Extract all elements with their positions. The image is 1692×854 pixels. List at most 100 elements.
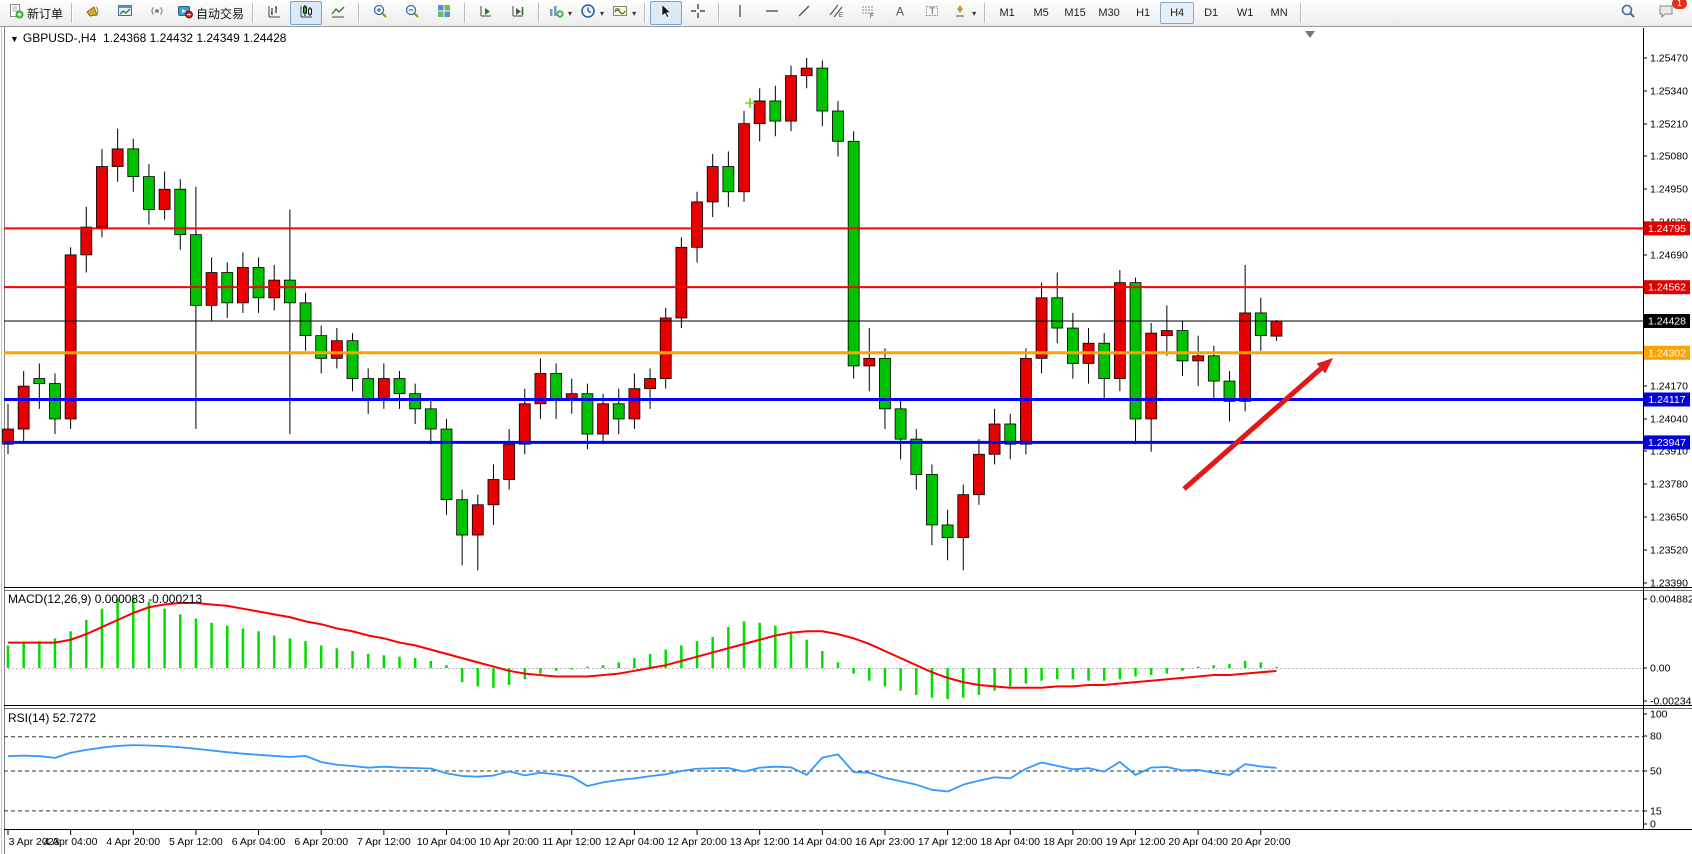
indicators-button[interactable]: ▾ bbox=[544, 1, 576, 25]
time-label: 11 Apr 12:00 bbox=[542, 836, 601, 848]
candle bbox=[1129, 282, 1142, 420]
timeframe-m30-button[interactable]: M30 bbox=[1098, 7, 1120, 19]
timeframe-w1-button[interactable]: W1 bbox=[1236, 7, 1254, 19]
time-label: 13 Apr 12:00 bbox=[730, 836, 790, 848]
timeframe-d1-button[interactable]: D1 bbox=[1204, 7, 1219, 19]
candle bbox=[847, 140, 860, 367]
autotrade-button[interactable]: 自动交易 bbox=[173, 1, 248, 25]
candle bbox=[127, 148, 140, 178]
candle bbox=[409, 393, 422, 410]
candle bbox=[988, 423, 1001, 455]
time-label: 16 Apr 23:00 bbox=[855, 836, 915, 848]
trend-arrow-shaft[interactable] bbox=[1182, 366, 1323, 491]
market-watch-button[interactable] bbox=[77, 1, 109, 25]
candle bbox=[753, 100, 766, 125]
chart-window-button[interactable] bbox=[109, 1, 141, 25]
trendline-tool-button[interactable] bbox=[788, 1, 820, 25]
separator bbox=[1300, 3, 1303, 23]
candle bbox=[910, 438, 923, 475]
tile-windows-button[interactable] bbox=[428, 1, 460, 25]
price-tick-label: 1.25210 bbox=[1650, 119, 1688, 131]
title-collapse-icon[interactable]: ▼ bbox=[10, 34, 19, 44]
chart-shift-button[interactable] bbox=[502, 1, 534, 25]
dropdown-caret: ▾ bbox=[568, 8, 573, 18]
candle bbox=[487, 479, 500, 506]
zoom-out-button[interactable] bbox=[396, 1, 428, 25]
zoom-in-button[interactable] bbox=[364, 1, 396, 25]
candle bbox=[440, 428, 453, 501]
timeframe-h1-button[interactable]: H1 bbox=[1136, 7, 1151, 19]
candle bbox=[706, 166, 719, 203]
price-tick-label: 1.25080 bbox=[1650, 151, 1688, 163]
search-button[interactable] bbox=[1612, 1, 1644, 25]
candle bbox=[1051, 297, 1064, 329]
price-tag-label: 1.23947 bbox=[1648, 437, 1686, 449]
channel-icon: E bbox=[828, 3, 844, 24]
autotrade-icon bbox=[177, 3, 193, 24]
candle-chart-type-button[interactable] bbox=[290, 1, 323, 25]
time-label: 4 Apr 04:00 bbox=[44, 836, 98, 848]
time-label: 17 Apr 12:00 bbox=[918, 836, 978, 848]
chart-window-icon bbox=[117, 3, 133, 24]
chat-bubble-icon bbox=[1658, 3, 1675, 24]
separator bbox=[71, 3, 74, 23]
timeframe-m1-button[interactable]: M1 bbox=[999, 7, 1015, 19]
fibonacci-tool-button[interactable]: F bbox=[852, 1, 884, 25]
candle bbox=[346, 340, 359, 379]
templates-button[interactable]: ▾ bbox=[608, 1, 640, 25]
candle bbox=[581, 393, 594, 435]
price-tick-label: 1.24690 bbox=[1650, 250, 1688, 262]
price-tag-label: 1.24117 bbox=[1648, 394, 1685, 406]
timeframe-mn-button[interactable]: MN bbox=[1270, 7, 1288, 19]
timeframe-m15-button[interactable]: M15 bbox=[1064, 7, 1086, 19]
clock-icon bbox=[580, 3, 596, 24]
candle bbox=[832, 110, 844, 142]
line-chart-icon bbox=[330, 3, 346, 24]
timeframe-h4-button[interactable]: H4 bbox=[1160, 2, 1195, 24]
candle bbox=[1035, 297, 1048, 359]
candle bbox=[1160, 330, 1173, 337]
rsi-tick-label: 100 bbox=[1650, 709, 1668, 721]
new-order-button[interactable]: 新订单 bbox=[4, 1, 67, 25]
zoom-out-icon bbox=[404, 3, 420, 24]
horizontal-line-tool-button[interactable] bbox=[756, 1, 788, 25]
signals-button[interactable] bbox=[141, 1, 173, 25]
text-tool-button[interactable]: A bbox=[884, 1, 916, 25]
candle bbox=[393, 378, 406, 395]
time-label: 6 Apr 20:00 bbox=[294, 836, 348, 848]
separator bbox=[644, 3, 647, 23]
auto-scroll-icon bbox=[478, 3, 494, 24]
price-tag-label: 1.24562 bbox=[1648, 282, 1686, 294]
price-tag bbox=[1644, 435, 1690, 450]
text-label-tool-button[interactable]: T bbox=[916, 1, 948, 25]
macd-indicator-label: MACD(12,26,9) 0.000083 -0.000213 bbox=[8, 592, 202, 606]
price-tick-label: 1.25340 bbox=[1650, 86, 1688, 98]
equidistant-channel-tool-button[interactable]: E bbox=[820, 1, 852, 25]
dropdown-caret: ▾ bbox=[600, 8, 605, 18]
candle bbox=[377, 378, 390, 400]
periods-button[interactable]: ▾ bbox=[576, 1, 608, 25]
time-label: 7 Apr 12:00 bbox=[357, 836, 411, 848]
horizontal-line-icon bbox=[764, 3, 780, 24]
candle bbox=[534, 373, 547, 405]
trend-arrow-head[interactable] bbox=[1316, 358, 1333, 374]
notifications-button[interactable]: 1 bbox=[1650, 0, 1687, 25]
cursor-tool-button[interactable] bbox=[650, 1, 683, 25]
svg-text:A: A bbox=[896, 4, 904, 18]
time-label: 4 Apr 20:00 bbox=[106, 836, 160, 848]
arrows-tool-button[interactable]: ▾ bbox=[948, 1, 980, 25]
indicators-icon bbox=[548, 3, 564, 24]
chart-shift-marker[interactable] bbox=[1305, 31, 1315, 38]
timeframe-m5-button[interactable]: M5 bbox=[1033, 7, 1049, 19]
vertical-line-tool-button[interactable] bbox=[724, 1, 756, 25]
symbol-title: GBPUSD-,H4 bbox=[22, 31, 97, 45]
bar-chart-type-button[interactable] bbox=[258, 1, 290, 25]
candle bbox=[691, 201, 703, 248]
line-chart-type-button[interactable] bbox=[322, 1, 354, 25]
auto-scroll-button[interactable] bbox=[470, 1, 502, 25]
signal-icon bbox=[149, 3, 165, 24]
candle bbox=[973, 453, 985, 496]
separator bbox=[252, 3, 255, 23]
separator bbox=[538, 3, 541, 23]
crosshair-tool-button[interactable] bbox=[682, 1, 714, 25]
